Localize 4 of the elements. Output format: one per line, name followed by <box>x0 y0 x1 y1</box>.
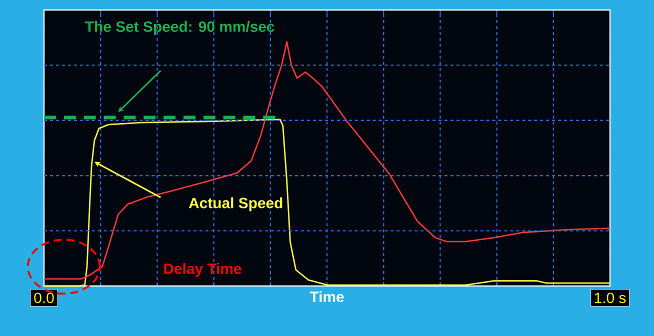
annotation: Actual Speed <box>188 197 282 212</box>
annotation: Delay Time <box>164 263 242 277</box>
text: The Set Speed: 90 mm/sec <box>85 20 274 35</box>
x-axis-title: Time <box>310 291 344 302</box>
